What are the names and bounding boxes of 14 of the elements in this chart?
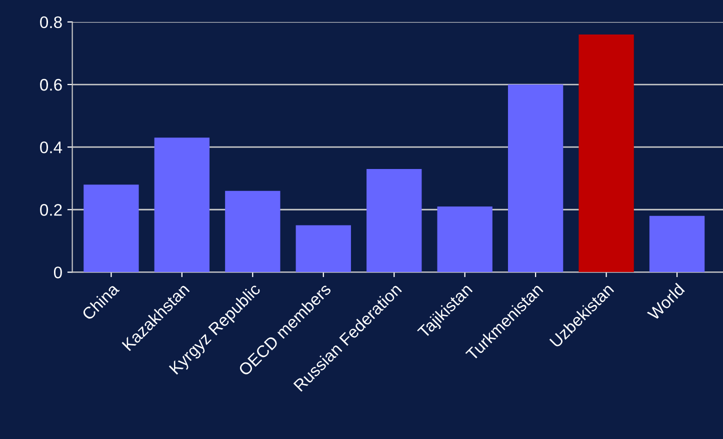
bar	[225, 190, 280, 272]
y-tick-label: 0.6	[40, 78, 62, 91]
bar	[437, 206, 492, 272]
bar	[154, 138, 210, 272]
bar	[508, 84, 564, 272]
y-tick-label: 0.4	[40, 141, 62, 154]
bar	[649, 216, 705, 272]
bar	[296, 225, 351, 272]
bar	[366, 168, 422, 272]
y-tick-label: 0	[54, 266, 62, 278]
y-tick-label: 0.2	[40, 204, 62, 216]
bar	[578, 34, 634, 272]
y-tick-label: 0.8	[40, 16, 62, 28]
bar	[84, 184, 139, 272]
